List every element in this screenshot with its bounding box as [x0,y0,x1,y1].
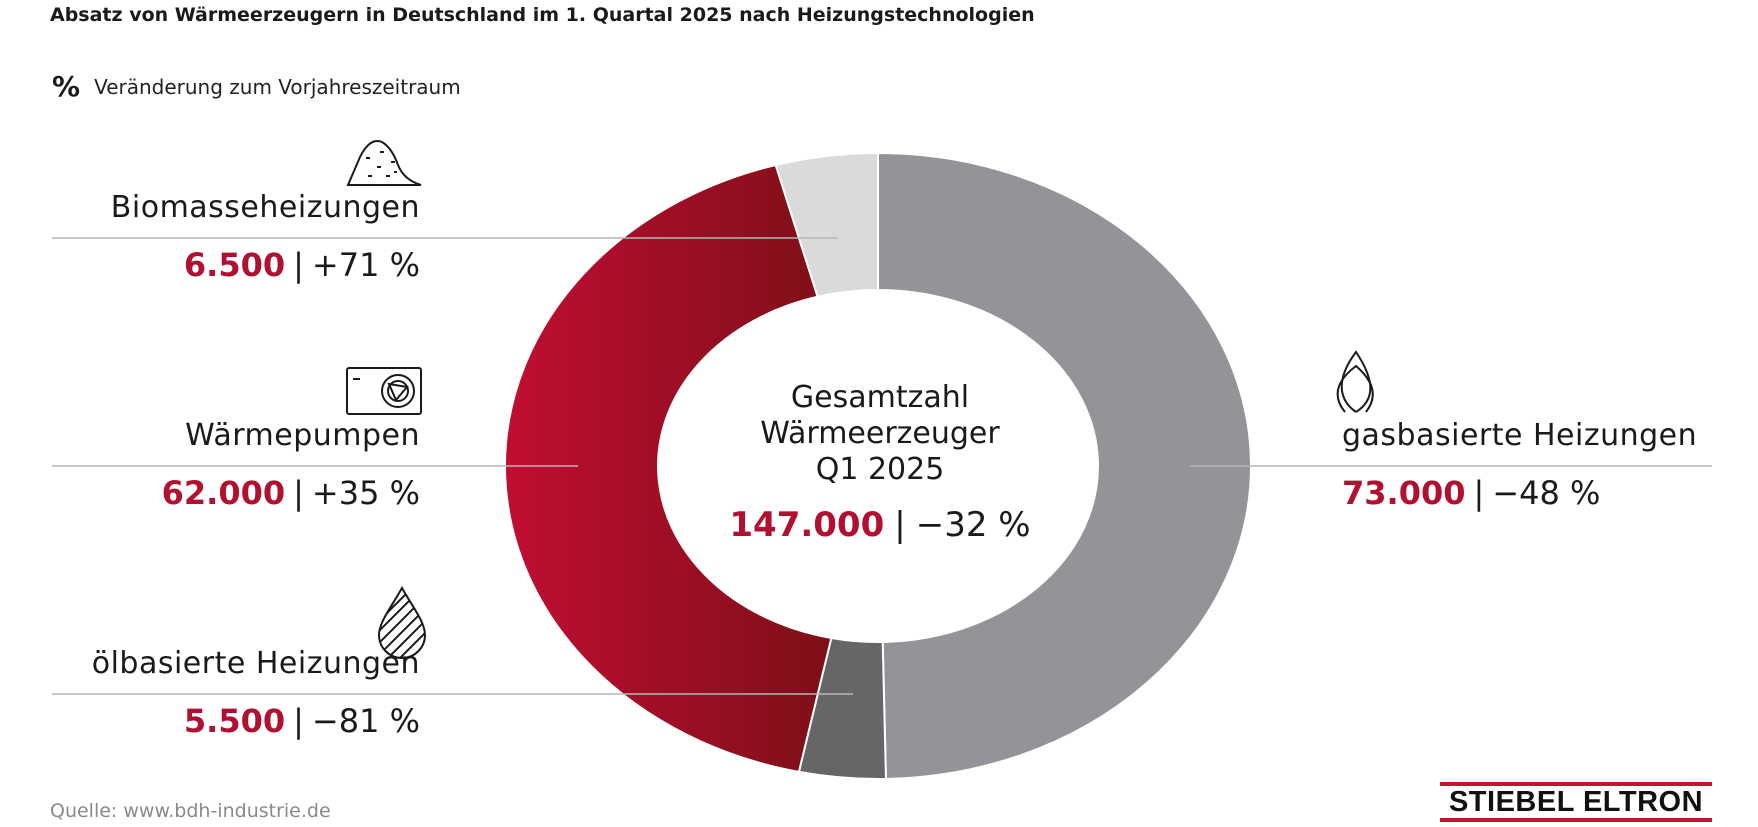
percent-symbol: % [52,70,81,103]
value-biomasse-change: +71 % [311,246,420,284]
center-total-number: 147.000 [729,505,885,545]
value-biomasse: 6.500 | +71 % [184,246,420,284]
center-line-1: Gesamtzahl [790,380,970,415]
value-gas-number: 73.000 [1342,474,1466,512]
value-waermepumpen-change: +35 % [311,474,420,512]
value-waermepumpen-number: 62.000 [161,474,286,512]
value-separator: | [293,702,304,740]
source-note: Quelle: www.bdh-industrie.de [50,800,331,822]
label-oel: ölbasierte Heizungen [91,646,420,681]
value-separator: | [293,246,304,284]
center-line-2: Wärmeerzeuger [760,416,1000,451]
value-gas: 73.000 | −48 % [1342,474,1600,512]
center-total-change: −32 % [915,505,1031,545]
label-gas: gasbasierte Heizungen [1342,418,1698,453]
chart-title: Absatz von Wärmeerzeugern in Deutschland… [50,4,1035,26]
value-separator: | [1473,474,1485,512]
value-oel-change: −81 % [311,702,420,740]
legend: % Veränderung zum Vorjahreszeitraum [52,70,461,103]
logo-bar-bottom [1440,818,1712,822]
label-biomasse: Biomasseheizungen [110,190,420,225]
heat-pump-icon [346,367,422,415]
value-biomasse-number: 6.500 [183,246,286,284]
value-oel-number: 5.500 [183,702,286,740]
value-separator: | [293,474,304,512]
value-oel: 5.500 | −81 % [184,702,420,740]
label-waermepumpen: Wärmepumpen [185,418,420,453]
center-line-3: Q1 2025 [815,452,945,487]
slice-biomasse [774,151,879,298]
slice-waermepumpen [504,163,833,774]
center-separator: | [894,505,906,545]
biomass-pile-icon [346,140,422,186]
legend-text: Veränderung zum Vorjahreszeitraum [94,74,461,99]
value-waermepumpen: 62.000 | +35 % [162,474,420,512]
logo-bar-top [1440,782,1712,786]
gas-flame-icon [1336,350,1374,413]
center-total: 147.000 | −32 % [680,505,1080,545]
brand-logo: STIEBEL ELTRON [1440,782,1712,822]
center-label: Gesamtzahl Wärmeerzeuger Q1 2025 [680,380,1080,488]
logo-wordmark: STIEBEL ELTRON [1448,786,1704,818]
slice-gas [877,151,1253,780]
value-gas-change: −48 % [1492,474,1601,512]
